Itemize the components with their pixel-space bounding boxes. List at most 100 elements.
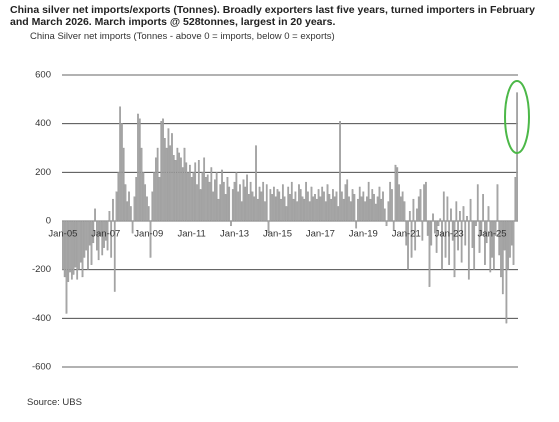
bar [163, 138, 166, 222]
bar [160, 121, 163, 222]
bar [337, 206, 340, 222]
bar [276, 189, 279, 222]
bar [423, 184, 425, 222]
bar [69, 220, 71, 273]
bar [228, 186, 231, 222]
bar [62, 220, 64, 270]
bar [503, 220, 506, 251]
y-tick-label: -600 [32, 362, 51, 373]
bar [505, 220, 508, 324]
x-tick-label: Jan-19 [349, 229, 378, 240]
bar [451, 220, 454, 241]
bar [181, 167, 184, 222]
bar [496, 184, 499, 222]
bar [348, 196, 350, 222]
bar [87, 220, 89, 270]
bar [215, 172, 218, 222]
bar [156, 147, 159, 222]
bar [312, 196, 315, 222]
bar [396, 167, 399, 222]
bar [476, 184, 479, 222]
bar [235, 172, 238, 222]
bar [144, 184, 147, 222]
bar [416, 208, 418, 222]
bar [484, 220, 486, 265]
bar [67, 220, 70, 282]
bar [99, 220, 102, 236]
bar [335, 191, 338, 222]
bar [460, 220, 463, 263]
bar [326, 184, 329, 222]
bar [376, 196, 379, 222]
bar [467, 220, 470, 280]
bar [500, 220, 502, 278]
bar [83, 220, 86, 258]
bar [258, 186, 261, 222]
bar [194, 162, 197, 222]
bar [78, 220, 80, 270]
bar [63, 220, 66, 278]
bar [475, 220, 477, 227]
bar [151, 191, 154, 222]
bar [425, 181, 427, 222]
bar [439, 218, 442, 222]
bar [346, 179, 349, 222]
bar [403, 201, 406, 222]
bar [453, 220, 456, 278]
y-tick-label: -200 [32, 264, 51, 275]
bar [509, 220, 511, 258]
bar [101, 220, 104, 256]
bar [271, 194, 273, 222]
highlight-ellipse [504, 80, 530, 154]
bar [446, 196, 449, 222]
grid [62, 74, 518, 368]
bar [342, 198, 345, 222]
bar [269, 189, 272, 222]
bar [137, 113, 139, 222]
bar [196, 184, 198, 222]
y-axis-label: China Silver net imports (Tonnes - above… [30, 31, 335, 42]
bar [298, 184, 300, 222]
bar [121, 123, 123, 222]
bar [230, 220, 232, 227]
source-note: Source: UBS [27, 397, 82, 408]
bar [498, 220, 501, 256]
bar [65, 220, 68, 314]
bar [414, 220, 417, 251]
bar [255, 145, 257, 222]
bar [482, 194, 484, 222]
bar [110, 220, 113, 258]
x-tick-label: Jan-17 [306, 229, 335, 240]
y-tick-label: 0 [46, 216, 51, 227]
bar [394, 164, 397, 222]
bar [512, 220, 515, 265]
bar [222, 181, 225, 222]
bar [248, 194, 250, 222]
bar [287, 186, 290, 222]
bar [362, 191, 365, 222]
bar [122, 147, 125, 222]
bar [473, 220, 476, 270]
bar [400, 196, 402, 222]
labels: -600 -400 -200 0 200 400 600 Jan-05 Jan-07 Jan-09… [32, 70, 507, 373]
bar [303, 198, 306, 222]
bar [251, 191, 254, 222]
bar [237, 191, 240, 222]
bar [410, 220, 413, 258]
bar [507, 220, 510, 270]
bar [231, 189, 234, 222]
bar [489, 220, 492, 273]
x-tick-label: Jan-21 [392, 229, 421, 240]
bar [274, 196, 277, 222]
bar [174, 160, 177, 222]
bar [285, 206, 288, 222]
bar [455, 201, 458, 222]
bar [432, 213, 434, 222]
bar [401, 191, 404, 222]
bar [256, 198, 259, 222]
bar [444, 220, 447, 258]
bar [253, 196, 256, 222]
bar [126, 201, 129, 222]
